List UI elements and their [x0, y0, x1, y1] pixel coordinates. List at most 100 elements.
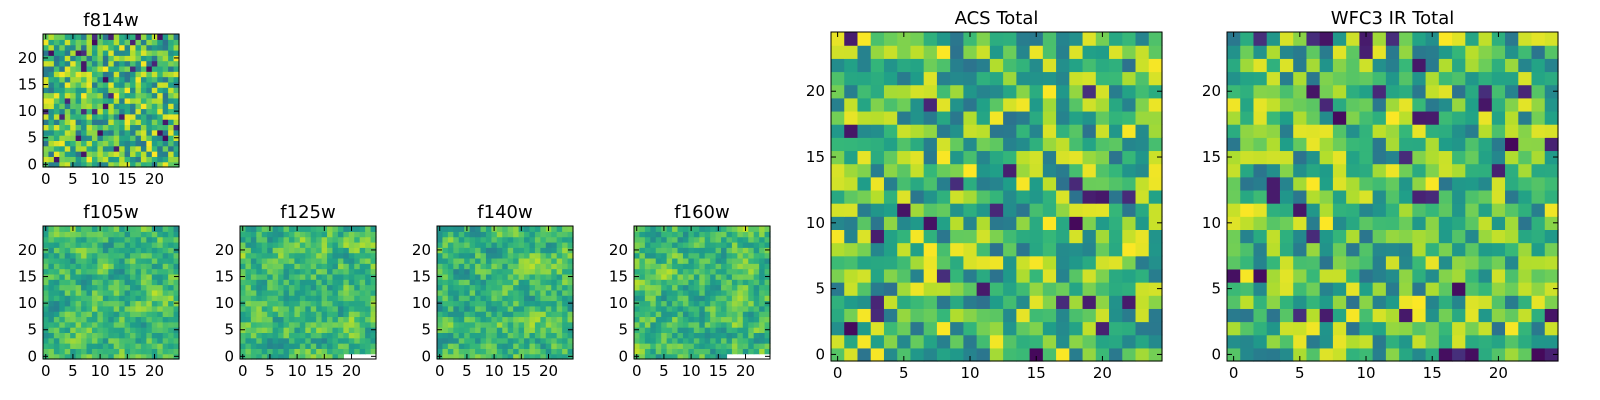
heatmap-cell — [53, 268, 60, 275]
heatmap-cell — [693, 252, 700, 259]
heatmap-cell — [1505, 163, 1519, 178]
heatmap-cell — [43, 343, 50, 349]
heatmap-cell — [146, 60, 153, 67]
heatmap-cell — [1505, 229, 1519, 244]
heatmap-cell — [370, 231, 377, 238]
heatmap-cell — [310, 226, 317, 232]
heatmap-cell — [140, 39, 147, 46]
heatmap-cell — [91, 156, 98, 163]
heatmap-cell — [480, 257, 487, 264]
heatmap-cell — [529, 327, 536, 333]
heatmap-cell — [1505, 334, 1519, 349]
heatmap-cell — [529, 226, 536, 232]
heatmap-cell — [1332, 282, 1347, 296]
heatmap-cell — [354, 289, 361, 296]
heatmap-cell — [989, 282, 1004, 296]
heatmap-cell — [923, 137, 938, 152]
heatmap-cell — [704, 348, 711, 355]
heatmap-cell — [1491, 229, 1506, 244]
heatmap-cell — [677, 305, 684, 312]
heatmap-cell — [950, 308, 964, 323]
heatmap-cell — [168, 305, 175, 312]
heatmap-cell — [157, 49, 164, 56]
heatmap-cell — [976, 308, 991, 323]
heatmap-cell — [113, 295, 120, 302]
heatmap-cell — [354, 279, 361, 286]
heatmap-cell — [130, 343, 137, 349]
heatmap-cell — [1253, 84, 1268, 99]
heatmap-cell — [343, 332, 350, 339]
heatmap-cell — [102, 241, 109, 248]
heatmap-cell — [310, 295, 317, 302]
heatmap-cell — [469, 279, 476, 286]
heatmap-cell — [168, 279, 175, 286]
heatmap-cell — [721, 348, 728, 355]
panel-title: f140w — [477, 202, 532, 223]
heatmap-cell — [102, 60, 109, 67]
heatmap-cell — [305, 279, 312, 286]
heatmap-cell — [464, 279, 471, 286]
heatmap-cell — [250, 321, 257, 328]
heatmap-cell — [327, 236, 334, 243]
heatmap-cell — [753, 226, 760, 232]
heatmap-cell — [661, 284, 668, 291]
heatmap-cell — [1056, 334, 1070, 349]
heatmap-cell — [639, 289, 646, 296]
heatmap-cell — [710, 311, 717, 318]
heatmap-cell — [721, 236, 728, 243]
heatmap-cell — [135, 65, 142, 72]
heatmap-cell — [348, 241, 355, 248]
heatmap-cell — [48, 241, 55, 248]
heatmap-cell — [480, 311, 487, 318]
heatmap-cell — [710, 332, 717, 339]
x-tick-label: 0 — [41, 362, 51, 380]
heatmap-cell — [64, 226, 71, 232]
heatmap-cell — [267, 263, 274, 270]
heatmap-cell — [168, 295, 175, 302]
heatmap-cell — [1425, 84, 1440, 99]
heatmap-cell — [124, 156, 131, 163]
heatmap-cell — [726, 279, 733, 286]
heatmap-cell — [288, 353, 295, 360]
heatmap-cell — [1359, 124, 1374, 138]
heatmap-cell — [1544, 97, 1559, 112]
heatmap-cell — [294, 348, 301, 355]
heatmap-cell — [53, 113, 60, 120]
heatmap-cell — [639, 353, 646, 360]
heatmap-cell — [1253, 347, 1268, 362]
heatmap-cell — [1505, 255, 1519, 270]
heatmap-cell — [59, 81, 66, 88]
heatmap-cell — [348, 279, 355, 286]
heatmap-cell — [310, 263, 317, 270]
heatmap-cell — [256, 231, 263, 238]
heatmap-cell — [721, 353, 728, 360]
heatmap-cell — [1016, 58, 1031, 73]
heatmap-cell — [337, 337, 344, 344]
heatmap-cell — [731, 343, 738, 349]
heatmap-cell — [1438, 308, 1453, 323]
heatmap-cell — [1319, 242, 1334, 257]
heatmap-cell — [119, 343, 126, 349]
heatmap-cell — [64, 279, 71, 286]
heatmap-cell — [86, 343, 93, 349]
heatmap-cell — [288, 305, 295, 312]
heatmap-cell — [310, 305, 317, 312]
heatmap-cell — [130, 135, 137, 141]
heatmap-cell — [513, 311, 520, 318]
heatmap-cell — [272, 321, 279, 328]
heatmap-cell — [442, 241, 449, 248]
heatmap-cell — [534, 348, 541, 355]
heatmap-cell — [1359, 163, 1374, 178]
heatmap-cell — [173, 252, 180, 259]
heatmap-cell — [278, 252, 285, 259]
heatmap-cell — [831, 189, 845, 204]
heatmap-cell — [162, 337, 169, 344]
heatmap-cell — [86, 321, 93, 328]
heatmap-cell — [81, 252, 88, 259]
heatmap-cell — [1095, 282, 1110, 296]
heatmap-cell — [1135, 229, 1150, 244]
heatmap-cell — [1069, 189, 1084, 204]
heatmap-cell — [910, 203, 925, 217]
heatmap-cell — [688, 332, 695, 339]
heatmap-cell — [1293, 45, 1308, 59]
